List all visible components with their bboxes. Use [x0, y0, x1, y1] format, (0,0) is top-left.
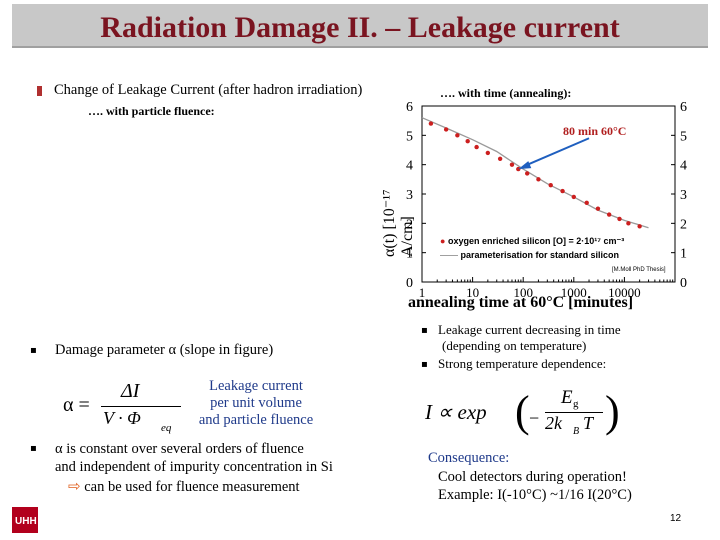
data-point	[571, 194, 576, 200]
data-point	[617, 216, 622, 222]
data-point	[455, 133, 460, 138]
damage-parameter-text: Damage parameter α (slope in figure)	[55, 342, 274, 358]
data-point	[516, 166, 521, 172]
data-point	[497, 156, 503, 161]
x-tick-label: 100	[513, 285, 533, 300]
y-tick-label: 6	[406, 100, 413, 115]
data-point	[525, 171, 530, 176]
y-tick-label: 3	[406, 188, 413, 203]
leakage-decreasing-text: Leakage current decreasing in time (depe…	[438, 322, 621, 353]
chart-credit: [M.Moll PhD Thesis]	[612, 267, 666, 273]
data-point	[509, 162, 515, 167]
y-tick-label-right: 0	[680, 276, 687, 291]
data-point	[606, 212, 612, 217]
y-tick-label: 1	[406, 247, 413, 262]
data-point	[443, 127, 449, 132]
temperature-equation: I ∝ exp ( − E g 2k B T )	[425, 387, 620, 437]
data-point	[637, 224, 642, 229]
chart-annotation: 80 min 60°C	[563, 124, 627, 138]
y-tick-label-right: 6	[680, 100, 687, 115]
annealing-heading: …. with time (annealing):	[440, 86, 572, 100]
y-tick-label-right: 4	[680, 159, 687, 174]
data-point	[584, 200, 589, 205]
title-bar: Radiation Damage II. – Leakage current	[12, 4, 708, 48]
right-arrow-icon: ⇨	[68, 479, 81, 495]
annealing-chart: 0 01 12 23 34 45 56 61 10 100 1000 10000	[406, 100, 687, 300]
y-tick-label: 4	[406, 159, 413, 174]
data-point	[536, 177, 541, 182]
y-tick-label-right: 1	[680, 247, 687, 262]
consequence-label: Consequence:	[428, 450, 510, 466]
x-tick-label: 1	[419, 285, 426, 300]
x-tick-label: 10	[466, 285, 479, 300]
bullet-marker: ▪	[421, 325, 428, 336]
data-point	[428, 121, 434, 126]
university-logo: UHH	[12, 507, 38, 533]
bullet-marker: ▪	[30, 345, 37, 356]
y-tick-label-right: 5	[680, 129, 687, 144]
y-tick-label-right: 3	[680, 188, 687, 203]
data-point	[595, 206, 601, 211]
data-point	[474, 144, 479, 150]
bullet-marker	[37, 86, 42, 96]
annotation-arrow	[523, 137, 590, 167]
alpha-equation: α = ΔI V · Φ eq	[63, 380, 193, 434]
legend-oxygen: ● oxygen enriched silicon [O] = 2·10¹⁷ c…	[440, 236, 625, 246]
bullet-marker: ▪	[421, 359, 428, 370]
x-tick-label: 10000	[608, 285, 641, 300]
data-point	[485, 150, 491, 156]
y-tick-label: 0	[406, 276, 413, 291]
data-point	[626, 221, 631, 226]
x-tick-label: 1000	[561, 285, 587, 300]
temperature-dependence-text: Strong temperature dependence:	[438, 356, 607, 371]
equation-note: Leakage current per unit volume and part…	[198, 378, 314, 428]
chart-xlabel: annealing time at 60°C [minutes]	[408, 294, 634, 311]
svg-text:UHH: UHH	[15, 516, 37, 527]
fluence-bullet-text: Change of Leakage Current (after hadron …	[54, 82, 363, 98]
data-point	[548, 183, 553, 188]
fluence-measurement-line: ⇨ can be used for fluence measurement	[68, 479, 300, 495]
legend-param: —— parameterisation for standard silicon	[440, 250, 620, 260]
alpha-constant-text: α is constant over several orders of flu…	[55, 441, 333, 475]
y-tick-label: 2	[406, 217, 413, 232]
page-number: 12	[670, 513, 682, 524]
y-tick-label: 5	[406, 129, 413, 144]
bullet-marker: ▪	[30, 443, 37, 454]
data-point	[465, 139, 470, 144]
y-tick-label-right: 2	[680, 217, 687, 232]
fluence-subtext: …. with particle fluence:	[88, 104, 215, 118]
consequence-text: Cool detectors during operation! Example…	[438, 469, 632, 503]
data-point	[560, 188, 565, 194]
annotation-arrowhead	[518, 161, 532, 170]
slide-title: Radiation Damage II. – Leakage current	[100, 11, 620, 44]
